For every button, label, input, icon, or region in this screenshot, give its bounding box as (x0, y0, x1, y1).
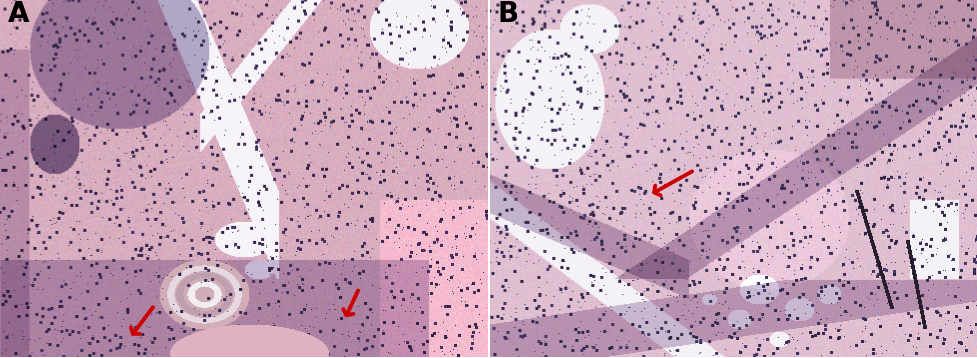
Text: A: A (8, 0, 29, 28)
Text: B: B (497, 0, 519, 28)
